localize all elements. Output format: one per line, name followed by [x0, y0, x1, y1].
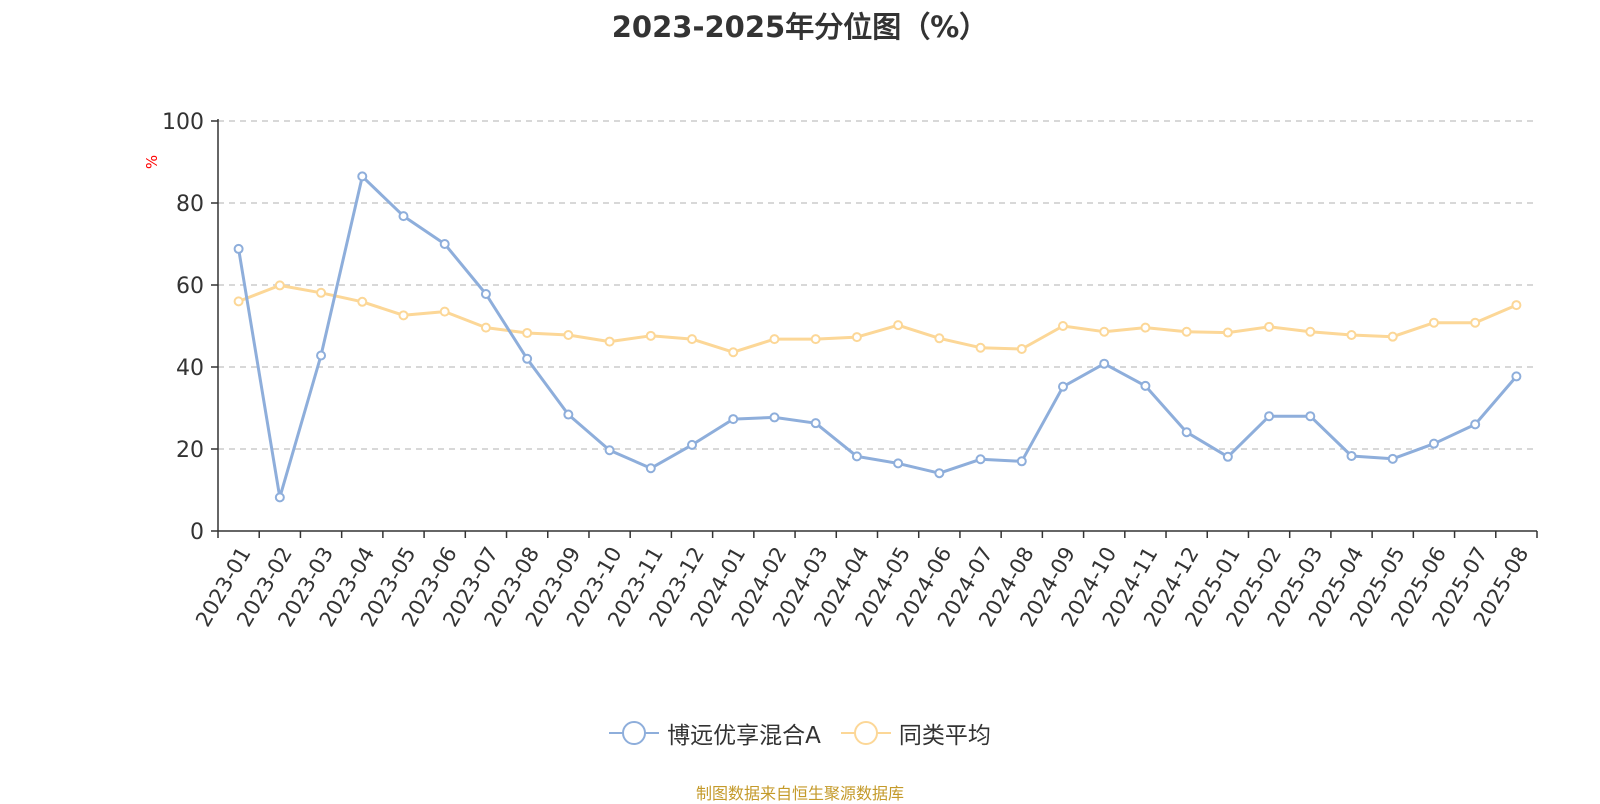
y-tick-label: 40 — [176, 356, 204, 381]
data-point-peer-average — [1099, 326, 1110, 337]
data-point-fund — [398, 211, 409, 222]
data-point-fund — [1346, 450, 1357, 461]
data-point-fund — [1140, 380, 1151, 391]
grid-lines — [218, 120, 1537, 450]
data-point-peer-average — [1511, 300, 1522, 311]
data-point-fund — [563, 409, 574, 420]
y-tick-label: 0 — [190, 520, 204, 545]
y-tick-label: 80 — [176, 192, 204, 217]
data-point-peer-average — [398, 310, 409, 321]
series-line-peer-average — [238, 283, 1517, 354]
data-point-peer-average — [1181, 326, 1192, 337]
data-point-peer-average — [1470, 317, 1481, 328]
source-note: 制图数据来自恒生聚源数据库 — [695, 784, 904, 803]
data-point-peer-average — [233, 296, 244, 307]
data-point-fund — [1387, 453, 1398, 464]
data-point-fund — [274, 492, 285, 503]
data-point-fund — [1511, 371, 1522, 382]
data-point-fund — [728, 414, 739, 425]
data-point-peer-average — [1140, 322, 1151, 333]
data-point-peer-average — [604, 336, 615, 347]
data-point-fund — [1099, 358, 1110, 369]
data-point-fund — [1181, 427, 1192, 438]
chart-title: 2023-2025年分位图（%） — [611, 10, 989, 44]
series-line-fund — [237, 174, 1518, 499]
data-point-fund — [439, 239, 450, 249]
data-point-peer-average — [934, 333, 945, 344]
data-point-peer-average — [975, 342, 986, 353]
legend-marker-fund — [609, 721, 660, 745]
axes: 0204060801002023-012023-022023-032023-04… — [162, 110, 1538, 631]
data-point-peer-average — [522, 327, 533, 338]
series-peer-average — [233, 280, 1522, 358]
data-point-fund — [1057, 381, 1068, 392]
data-point-peer-average — [810, 334, 821, 345]
series-layer — [233, 171, 1522, 503]
data-point-fund — [1264, 411, 1275, 422]
legend: 博远优享混合A 同类平均 — [0, 716, 1600, 750]
data-point-peer-average — [1222, 327, 1233, 338]
y-axis-unit-label: % — [143, 155, 161, 169]
data-point-fund — [1470, 419, 1481, 430]
data-point-fund — [1222, 451, 1233, 462]
data-point-fund — [975, 454, 986, 465]
series-fund — [233, 171, 1522, 503]
data-point-fund — [233, 243, 244, 254]
data-point-peer-average — [645, 330, 656, 341]
data-point-fund — [604, 445, 615, 456]
data-point-fund — [893, 458, 904, 469]
data-point-peer-average — [1305, 326, 1316, 337]
data-point-fund — [934, 468, 945, 479]
data-point-peer-average — [316, 287, 327, 298]
data-point-fund — [645, 463, 656, 474]
y-tick-label: 60 — [176, 274, 204, 299]
data-point-peer-average — [728, 347, 739, 358]
data-point-fund — [1428, 438, 1439, 449]
legend-marker-peer-average — [840, 721, 891, 745]
data-point-fund — [1305, 411, 1316, 422]
data-point-peer-average — [1428, 317, 1439, 328]
legend-item-fund[interactable]: 博远优享混合A — [609, 716, 821, 750]
legend-label-peer-average: 同类平均 — [898, 723, 991, 749]
data-point-peer-average — [1264, 321, 1275, 332]
data-point-peer-average — [1016, 343, 1027, 354]
data-point-fund — [769, 412, 780, 423]
data-point-peer-average — [687, 334, 698, 345]
data-point-fund — [687, 439, 698, 450]
data-point-fund — [810, 418, 821, 429]
data-point-peer-average — [1346, 330, 1357, 341]
data-point-fund — [480, 289, 491, 300]
data-point-fund — [357, 171, 368, 182]
data-point-peer-average — [1057, 321, 1068, 331]
y-tick-label: 100 — [162, 110, 204, 135]
data-point-peer-average — [893, 320, 904, 331]
y-tick-label: 20 — [176, 438, 204, 463]
data-point-peer-average — [851, 332, 862, 343]
legend-label-fund: 博远优享混合A — [667, 723, 821, 749]
data-point-peer-average — [439, 306, 450, 317]
data-point-fund — [851, 451, 862, 462]
legend-item-peer-average[interactable]: 同类平均 — [840, 716, 991, 750]
data-point-fund — [522, 353, 533, 364]
data-point-fund — [316, 350, 327, 361]
data-point-peer-average — [563, 330, 574, 341]
data-point-peer-average — [274, 280, 285, 291]
data-point-peer-average — [769, 334, 780, 345]
data-point-peer-average — [480, 322, 491, 333]
data-point-fund — [1016, 456, 1027, 467]
data-point-peer-average — [1387, 331, 1398, 342]
data-point-peer-average — [357, 296, 368, 307]
